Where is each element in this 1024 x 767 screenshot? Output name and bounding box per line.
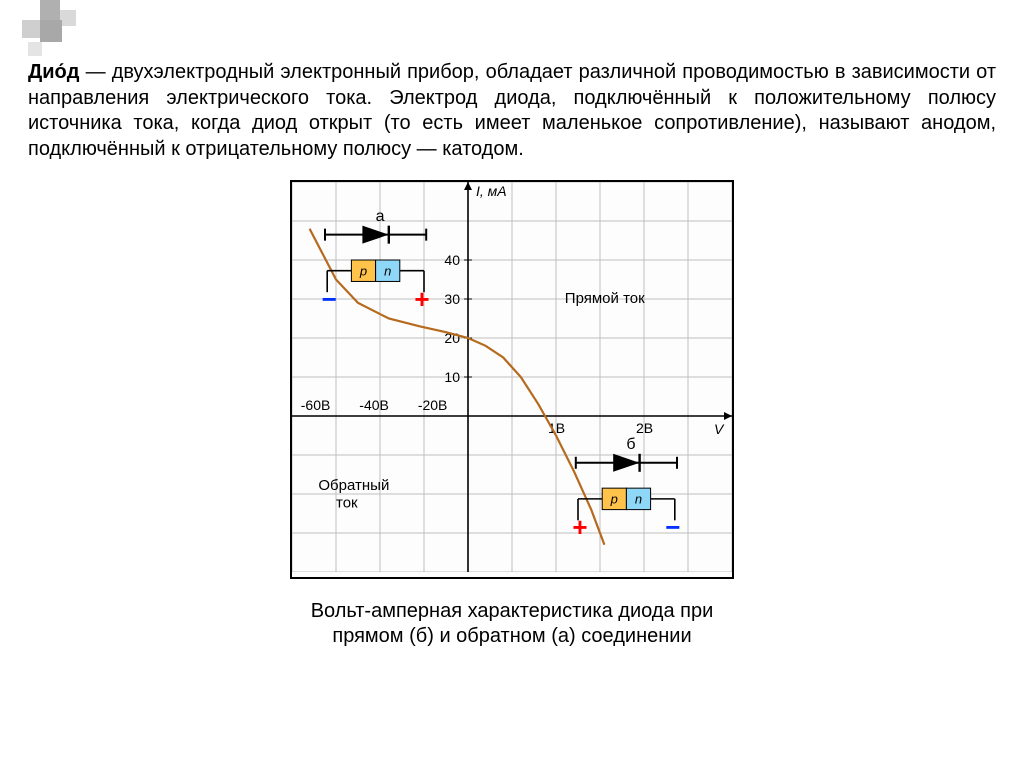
svg-text:n: n xyxy=(635,492,642,507)
chart-caption: Вольт-амперная характеристика диода при … xyxy=(28,599,996,649)
svg-text:б: б xyxy=(626,437,635,454)
svg-text:-40В: -40В xyxy=(359,397,389,413)
svg-text:−: − xyxy=(322,284,337,314)
svg-text:2В: 2В xyxy=(636,420,653,436)
svg-text:-60В: -60В xyxy=(301,397,331,413)
svg-text:+: + xyxy=(414,284,429,314)
definition-text: — двухэлектродный электронный прибор, об… xyxy=(28,61,996,160)
svg-text:а: а xyxy=(376,208,385,225)
slide-content: Дио́д — двухэлектродный электронный приб… xyxy=(28,60,996,649)
svg-text:40: 40 xyxy=(444,252,460,268)
svg-text:ток: ток xyxy=(336,495,358,512)
svg-text:n: n xyxy=(384,264,391,279)
svg-text:I, мА: I, мА xyxy=(476,183,507,199)
svg-text:p: p xyxy=(610,492,618,507)
svg-text:−: − xyxy=(665,512,680,542)
corner-decoration xyxy=(0,0,80,60)
svg-text:30: 30 xyxy=(444,291,460,307)
svg-text:Прямой ток: Прямой ток xyxy=(565,290,645,307)
svg-text:V: V xyxy=(714,421,725,437)
caption-line-2: прямом (б) и обратном (а) соединении xyxy=(332,625,691,647)
caption-line-1: Вольт-амперная характеристика диода при xyxy=(311,600,714,622)
svg-text:Обратный: Обратный xyxy=(318,477,389,494)
svg-text:10: 10 xyxy=(444,369,460,385)
svg-text:p: p xyxy=(359,264,367,279)
svg-text:-20В: -20В xyxy=(418,397,448,413)
definition-paragraph: Дио́д — двухэлектродный электронный приб… xyxy=(28,60,996,162)
iv-chart-svg: I, мАV102030401В2В-60В-40В-20ВПрямой ток… xyxy=(292,182,732,572)
iv-chart: I, мАV102030401В2В-60В-40В-20ВПрямой ток… xyxy=(290,180,734,579)
term: Дио́д xyxy=(28,61,79,83)
svg-text:+: + xyxy=(572,512,587,542)
